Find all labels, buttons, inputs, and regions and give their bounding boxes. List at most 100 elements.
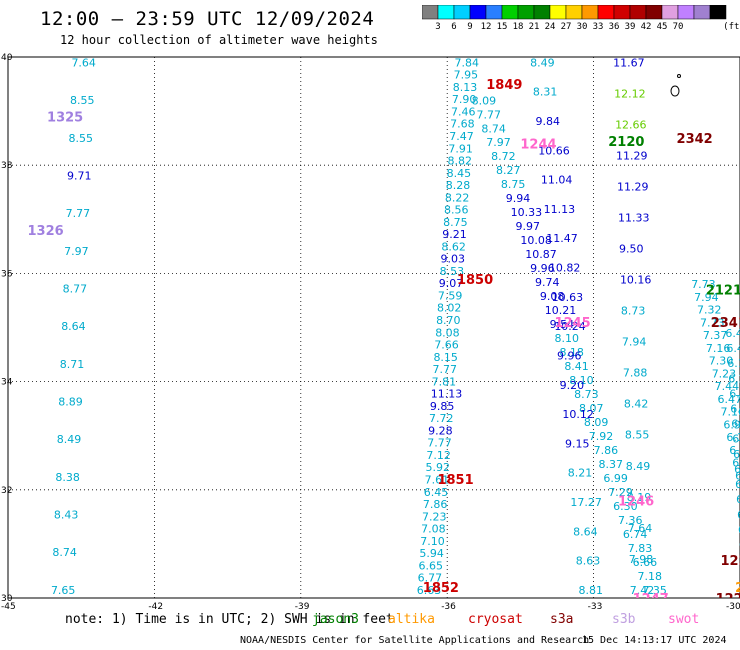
wave-height-value: 8.56 xyxy=(444,204,469,217)
wave-height-value: 10.24 xyxy=(554,320,586,333)
satellite-legend-item: cryosat xyxy=(468,612,523,627)
wave-height-value: 7.84 xyxy=(455,56,480,69)
wave-height-value: 7.81 xyxy=(432,375,457,388)
satellite-legend-item: swot xyxy=(668,612,700,627)
footer-note: note: 1) Time is in UTC; 2) SWH is in fe… xyxy=(65,612,394,627)
wave-height-value: 8.31 xyxy=(533,86,558,99)
wave-height-value: 7.98 xyxy=(629,553,654,566)
wave-height-value: 6.4 xyxy=(725,327,740,340)
wave-height-value: 6.30 xyxy=(613,500,638,513)
wave-height-value: 10.63 xyxy=(552,291,584,304)
wave-height-value: 7.08 xyxy=(421,523,446,536)
wave-height-value: 6.45 xyxy=(732,433,740,446)
map-frame xyxy=(7,56,740,599)
wave-height-value: 7.97 xyxy=(486,136,511,149)
wave-height-value: 12.66 xyxy=(615,118,647,131)
wave-height-value: 8.49 xyxy=(530,56,555,69)
longitude-label: -42 xyxy=(148,602,163,612)
wave-height-value: 7.73 xyxy=(691,278,716,291)
wave-height-value: 7.23 xyxy=(712,367,737,380)
wave-height-value: 8.27 xyxy=(496,164,521,177)
wave-height-value: 7.88 xyxy=(623,367,648,380)
credit-line: NOAA/NESDIS Center for Satellite Applica… xyxy=(240,635,590,646)
pass-number-label: 20 xyxy=(735,581,740,596)
wave-height-value: 10.33 xyxy=(511,206,543,219)
wave-height-value: 7.16 xyxy=(720,406,740,419)
wave-height-value: 7.37 xyxy=(703,329,728,342)
wave-height-value: 8.09 xyxy=(472,94,497,107)
longitude-label: -33 xyxy=(588,602,603,612)
wave-height-value: 6.47 xyxy=(718,393,740,406)
wave-height-value: 8.49 xyxy=(626,460,651,473)
wave-height-value: 7.12 xyxy=(426,449,451,462)
colorbar-unit-label: (ft) xyxy=(723,22,740,32)
wave-height-value: 8.10 xyxy=(555,332,580,345)
wave-height-value: 8.10 xyxy=(569,374,594,387)
wave-height-value: 7.65 xyxy=(51,584,76,597)
colorbar-tick-label: 9 xyxy=(467,22,473,32)
wave-height-value: 7.66 xyxy=(434,339,459,352)
wave-height-value: 8.77 xyxy=(63,282,88,295)
wave-height-value: 9.08 xyxy=(540,290,565,303)
colorbar-tick-label: 36 xyxy=(608,22,620,32)
pass-number-label: 1246 xyxy=(618,495,654,510)
page-title: 12:00 – 23:59 UTC 12/09/2024 xyxy=(40,8,375,30)
pass-number-label: 2342 xyxy=(677,132,713,147)
colorbar-tick-label: 3 xyxy=(435,22,441,32)
wave-height-value: 7.59 xyxy=(438,289,463,302)
wave-height-value: 8.19 xyxy=(627,491,652,504)
wave-height-value: 9.15 xyxy=(565,437,590,450)
satellite-legend-item: s3b xyxy=(612,612,636,627)
pass-number-label: 1225 xyxy=(720,554,740,569)
wave-height-value: 6.50 xyxy=(738,523,740,536)
wave-height-value: 7.47 xyxy=(449,130,474,143)
colorbar-tick-label: 45 xyxy=(656,22,668,32)
wave-height-value: 7.30 xyxy=(709,355,734,368)
wave-height-value: 8.89 xyxy=(58,396,83,409)
latitude-label: 36 xyxy=(1,269,13,279)
wave-height-value: 12.12 xyxy=(614,87,646,100)
wave-height-value: 6.66 xyxy=(633,556,658,569)
wave-height-value: 8.82 xyxy=(447,155,472,168)
wave-height-value: 7.77 xyxy=(476,108,501,121)
wave-height-value: 9.96 xyxy=(530,262,555,275)
wave-height-value: 6.91 xyxy=(723,418,740,431)
wave-height-value: 10.12 xyxy=(562,408,594,421)
wave-height-value: 8.81 xyxy=(578,584,603,597)
wave-height-value: 7.36 xyxy=(618,514,643,527)
wave-height-value: 9.03 xyxy=(440,253,465,266)
colorbar-tick-label: 33 xyxy=(592,22,604,32)
wave-height-value: 8.49 xyxy=(57,433,82,446)
longitude-label: -45 xyxy=(1,602,16,612)
page-subtitle: 12 hour collection of altimeter wave hei… xyxy=(60,33,378,47)
latitude-label: 38 xyxy=(1,161,13,171)
pass-number-label: 1849 xyxy=(486,78,522,93)
colorbar-tick-label: 15 xyxy=(496,22,508,32)
colorbar-tick-label: 30 xyxy=(576,22,588,32)
wave-height-value: 8.70 xyxy=(436,314,461,327)
wave-height-value: 8.74 xyxy=(481,122,506,135)
wave-height-value: 6.65 xyxy=(419,559,444,572)
colorbar xyxy=(422,5,727,20)
wave-height-value: 10.21 xyxy=(545,304,577,317)
wave-height-value: 6.74 xyxy=(737,508,740,521)
wave-height-value: 8.63 xyxy=(576,555,601,568)
pass-number-label: 1852 xyxy=(423,581,459,596)
wave-height-value: 5.94 xyxy=(419,547,444,560)
pass-number-label: 1226 xyxy=(716,592,740,607)
wave-height-value: 7.90 xyxy=(452,93,477,106)
wave-height-value: 8.42 xyxy=(624,398,649,411)
wave-height-value: 8.73 xyxy=(621,305,646,318)
colorbar-tick-label: 12 xyxy=(480,22,492,32)
wave-height-value: 9.54 xyxy=(550,318,575,331)
wave-height-value: 9.85 xyxy=(430,400,455,413)
wave-height-value: 8.64 xyxy=(61,320,86,333)
wave-height-value: 6.77 xyxy=(418,572,443,585)
pass-number-label: 1326 xyxy=(28,224,64,239)
wave-height-value: 11.29 xyxy=(616,149,648,162)
wave-height-value: 8.71 xyxy=(60,358,84,371)
pass-number-label: 1325 xyxy=(47,111,83,126)
wave-height-value: 7.18 xyxy=(638,570,663,583)
